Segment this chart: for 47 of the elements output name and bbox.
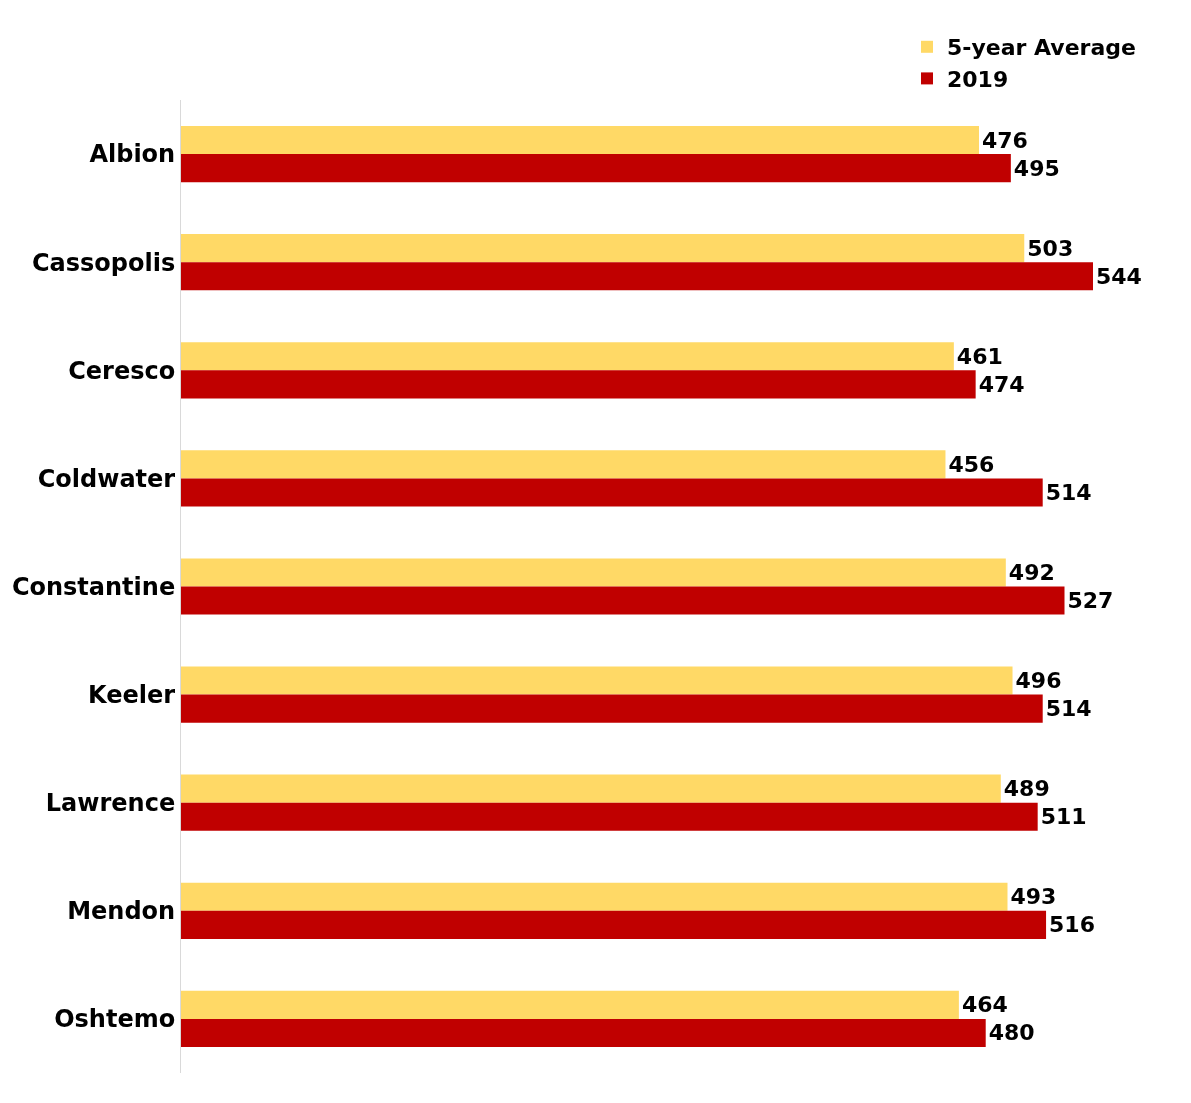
bar — [181, 450, 946, 479]
bar — [181, 342, 954, 371]
y-tick-label: Lawrence — [45, 789, 176, 818]
bar — [181, 802, 1038, 831]
bar — [181, 990, 959, 1019]
data-label: 495 — [1013, 155, 1060, 181]
bar — [181, 478, 1043, 507]
bar — [181, 262, 1093, 291]
y-tick-label: Ceresco — [68, 356, 176, 385]
bar — [181, 910, 1047, 939]
data-label: 514 — [1045, 696, 1092, 722]
data-label: 476 — [982, 127, 1028, 153]
bar — [181, 234, 1025, 263]
data-label: 492 — [1008, 559, 1055, 585]
data-label: 461 — [956, 343, 1003, 369]
bar — [181, 558, 1006, 587]
data-label: 496 — [1015, 668, 1062, 694]
data-label: 544 — [1096, 263, 1142, 289]
y-tick-label: Cassopolis — [31, 248, 176, 277]
data-label: 516 — [1049, 912, 1095, 938]
bar — [181, 774, 1001, 803]
bar — [181, 154, 1011, 183]
y-tick-label: Oshtemo — [54, 1005, 176, 1034]
bar — [181, 666, 1013, 695]
data-label: 489 — [1003, 776, 1050, 802]
y-tick-label: Mendon — [67, 897, 176, 926]
data-label: 456 — [948, 451, 995, 477]
data-label: 514 — [1045, 479, 1092, 505]
y-tick-label: Constantine — [11, 572, 176, 601]
data-label: 503 — [1027, 235, 1074, 261]
data-label: 493 — [1010, 884, 1057, 910]
y-tick-label: Keeler — [88, 681, 176, 710]
data-label: 464 — [961, 992, 1008, 1018]
bar — [181, 1018, 986, 1048]
data-label: 480 — [988, 1020, 1035, 1046]
bar — [181, 586, 1065, 615]
legend-label: 2019 — [947, 66, 1009, 92]
data-label: 474 — [978, 371, 1025, 397]
data-label: 527 — [1067, 588, 1114, 614]
bar — [181, 882, 1008, 911]
y-tick-label: Coldwater — [37, 464, 176, 493]
legend-label: 5-year Average — [947, 35, 1136, 61]
bar — [181, 694, 1043, 723]
data-label: 511 — [1040, 804, 1087, 830]
y-tick-label: Albion — [89, 140, 176, 169]
bar — [181, 370, 976, 399]
bar — [181, 125, 979, 155]
